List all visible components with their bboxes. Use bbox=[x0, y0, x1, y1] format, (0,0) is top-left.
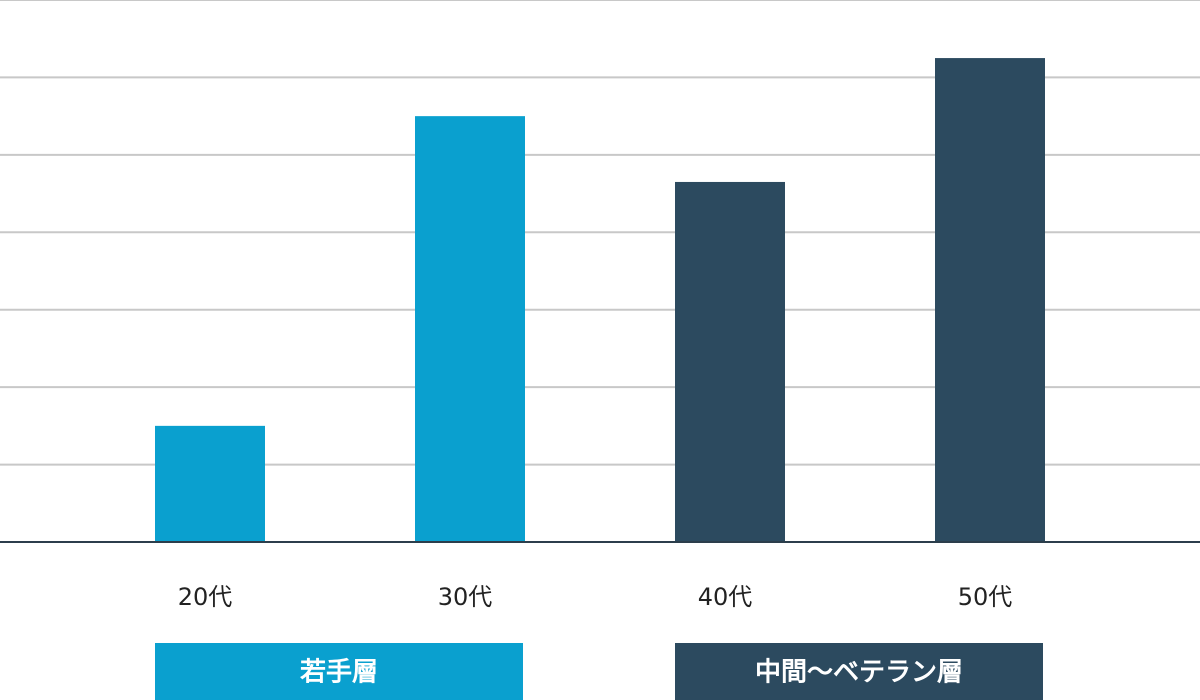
x-tick-label: 50代 bbox=[958, 583, 1013, 611]
bar-2 bbox=[415, 116, 525, 543]
bar-4 bbox=[935, 58, 1045, 542]
group-band-label: 中間〜ベテラン層 bbox=[755, 658, 963, 688]
x-tick-label: 30代 bbox=[438, 583, 493, 611]
group-band bbox=[675, 643, 1043, 700]
x-tick-label: 20代 bbox=[178, 583, 233, 611]
x-tick-labels: 20代 30代 40代 50代 bbox=[178, 583, 1013, 611]
bar-3 bbox=[675, 181, 785, 542]
bars bbox=[155, 58, 1045, 543]
x-tick-label: 40代 bbox=[698, 583, 753, 611]
group-band-label: 若手層 bbox=[300, 658, 378, 688]
bar-1 bbox=[155, 425, 265, 542]
group-band bbox=[155, 643, 523, 700]
group-bands: 若手層 中間〜ベテラン層 bbox=[155, 643, 1043, 700]
